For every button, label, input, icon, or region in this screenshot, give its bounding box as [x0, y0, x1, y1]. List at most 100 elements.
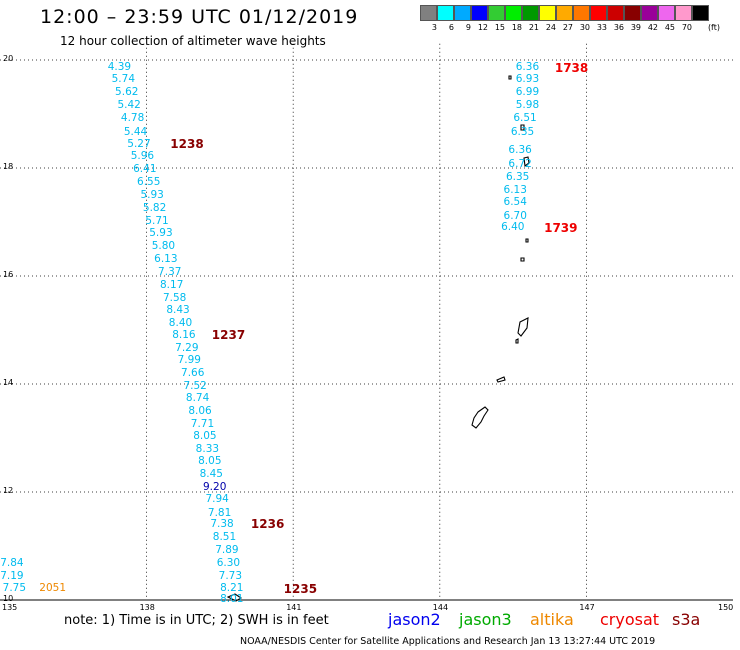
wave-height-value: 5.96 — [130, 150, 155, 163]
wave-height-value: 6.72 — [508, 158, 532, 171]
legend-label: 3 — [431, 23, 437, 32]
legend-label: 21 — [528, 23, 539, 32]
wave-height-value: 8.16 — [172, 329, 196, 342]
wave-height-value: 6.54 — [503, 196, 527, 209]
longitude-label: 144 — [432, 603, 449, 612]
legend-swatch — [590, 5, 607, 21]
altika-value: 2051 — [39, 582, 67, 595]
island-rota — [496, 376, 506, 383]
wave-height-value: 7.94 — [205, 493, 229, 506]
satellite-label-altika: altika — [530, 610, 574, 629]
wave-height-value: 5.62 — [115, 86, 139, 99]
legend-swatch — [488, 5, 505, 21]
island-agrihan — [520, 124, 525, 131]
legend-swatch — [471, 5, 488, 21]
wave-height-value: 8.74 — [185, 392, 210, 405]
legend-label: 70 — [681, 23, 692, 32]
graticule — [0, 43, 733, 601]
legend-label: 12 — [477, 23, 488, 32]
wave-height-value: 8.05 — [198, 455, 222, 468]
wave-height-value: 9.20 — [203, 480, 227, 493]
legend-swatches — [420, 5, 720, 21]
wave-height-value: 5.98 — [515, 98, 540, 111]
map-subtitle: 12 hour collection of altimeter wave hei… — [60, 34, 326, 48]
wave-height-value: 5.44 — [123, 125, 148, 138]
wave-height-value: 8.01 — [220, 593, 244, 605]
pass-time-label: 1238 — [170, 136, 204, 151]
legend-swatch — [658, 5, 675, 21]
island-pagan — [523, 156, 530, 168]
wave-height-value: 5.93 — [149, 227, 173, 240]
wave-height-value: 6.41 — [133, 162, 157, 175]
legend-label: 24 — [545, 23, 556, 32]
wave-height-value: 7.38 — [210, 518, 234, 531]
wave-height-value: 7.75 — [2, 582, 27, 595]
wave-height-value: 4.78 — [120, 112, 145, 125]
island-tinian-saipan — [517, 317, 529, 337]
wave-height-value: 5.74 — [111, 72, 136, 85]
legend-label: 6 — [448, 23, 454, 32]
latitude-label: 16 — [3, 270, 14, 279]
wave-height-value: 6.93 — [515, 72, 540, 85]
wave-height-value: 8.05 — [193, 429, 217, 442]
wave-height-value: 8.40 — [168, 316, 193, 329]
longitude-label: 150 — [718, 603, 734, 612]
longitude-label: 147 — [579, 603, 595, 612]
wave-height-value: 7.66 — [181, 367, 205, 380]
legend-unit: (ft) — [707, 23, 720, 32]
credit-line: NOAA/NESDIS Center for Satellite Applica… — [240, 636, 656, 647]
longitude-label: 138 — [139, 603, 155, 612]
wave-height-value: 6.70 — [503, 209, 527, 222]
legend-swatch — [420, 5, 437, 21]
island-asuncion — [508, 75, 512, 80]
wave-height-value: 5.80 — [151, 240, 176, 253]
satellite-label-jason3: jason3 — [459, 610, 512, 629]
pass-time-label: 1739 — [544, 221, 578, 236]
island-anatahan — [520, 257, 525, 262]
longitude-label: 141 — [286, 603, 302, 612]
wave-height-value: 5.93 — [140, 189, 164, 202]
wave-height-value: 6.36 — [515, 61, 540, 74]
wave-height-value: 7.29 — [175, 341, 199, 354]
wave-height-value: 8.33 — [195, 442, 220, 455]
legend-swatch — [573, 5, 590, 21]
wave-height-value: 6.13 — [503, 183, 527, 196]
legend-swatch — [556, 5, 573, 21]
wave-height-value: 7.58 — [162, 291, 187, 304]
wave-height-value: 5.27 — [127, 137, 151, 150]
wave-height-value: 8.43 — [166, 304, 190, 317]
wave-height-value: 7.71 — [190, 417, 215, 430]
legend-label: 42 — [647, 23, 658, 32]
wave-height-value: 7.81 — [207, 506, 232, 519]
wave-height-value: 5.71 — [145, 215, 169, 227]
legend-swatch — [641, 5, 658, 21]
legend-swatch — [692, 5, 709, 21]
wave-height-value: 7.84 — [0, 556, 24, 569]
legend-swatch — [522, 5, 539, 21]
latitude-label: 12 — [3, 486, 14, 495]
wave-height-value: 7.19 — [0, 569, 24, 582]
island-sarigan — [525, 238, 529, 243]
island-small-reef — [226, 593, 243, 602]
wave-height-value: 6.35 — [510, 125, 535, 138]
legend-swatch — [505, 5, 522, 21]
wave-height-value: 7.89 — [215, 544, 239, 557]
legend-swatch — [539, 5, 556, 21]
legend-label: 18 — [511, 23, 522, 32]
wave-height-value: 5.42 — [117, 98, 141, 111]
wave-height-value: 6.36 — [508, 143, 532, 156]
wave-height-value: 6.35 — [505, 170, 530, 183]
wave-height-value: 6.99 — [515, 86, 540, 99]
wave-height-value: 8.06 — [188, 405, 212, 418]
pass-time-label: 1236 — [250, 517, 285, 532]
pass-time-label: 1738 — [554, 61, 589, 76]
pass-time-label: 1237 — [211, 328, 246, 343]
wave-height-value: 7.37 — [158, 266, 182, 279]
legend-labels: 3 6 9 12 15 18 21 24 27 30 33 36 39 42 45 70 (ft) — [420, 23, 720, 32]
islands — [226, 75, 530, 602]
wave-height-value: 4.39 — [107, 61, 132, 74]
legend-label: 33 — [596, 23, 607, 32]
legend-label: 39 — [630, 23, 641, 32]
wave-height-value: 6.30 — [216, 556, 241, 569]
wave-height-value: 6.40 — [501, 221, 525, 234]
